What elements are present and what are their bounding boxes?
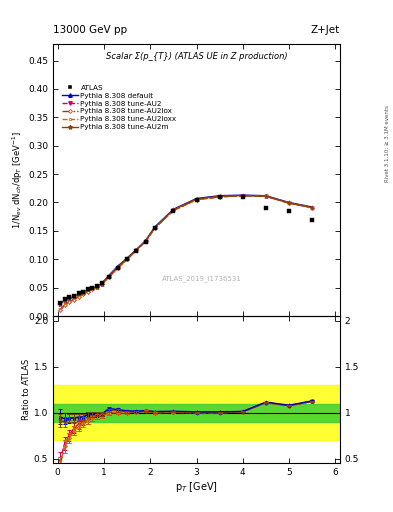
Text: 13000 GeV pp: 13000 GeV pp bbox=[53, 25, 127, 35]
Text: Z+Jet: Z+Jet bbox=[311, 25, 340, 35]
Text: ATLAS_2019_I1736531: ATLAS_2019_I1736531 bbox=[162, 275, 242, 283]
Text: Rivet 3.1.10; ≥ 3.1M events: Rivet 3.1.10; ≥ 3.1M events bbox=[385, 105, 390, 182]
X-axis label: p$_{T}$ [GeV]: p$_{T}$ [GeV] bbox=[175, 480, 218, 494]
Y-axis label: 1/N$_{ev}$ dN$_{ch}$/dp$_{T}$ [GeV$^{-1}$]: 1/N$_{ev}$ dN$_{ch}$/dp$_{T}$ [GeV$^{-1}… bbox=[11, 131, 25, 228]
Text: Scalar Σ(p_{T}) (ATLAS UE in Z production): Scalar Σ(p_{T}) (ATLAS UE in Z productio… bbox=[106, 52, 287, 61]
Y-axis label: Ratio to ATLAS: Ratio to ATLAS bbox=[22, 359, 31, 420]
Legend: ATLAS, Pythia 8.308 default, Pythia 8.308 tune-AU2, Pythia 8.308 tune-AU2lox, Py: ATLAS, Pythia 8.308 default, Pythia 8.30… bbox=[59, 82, 179, 132]
